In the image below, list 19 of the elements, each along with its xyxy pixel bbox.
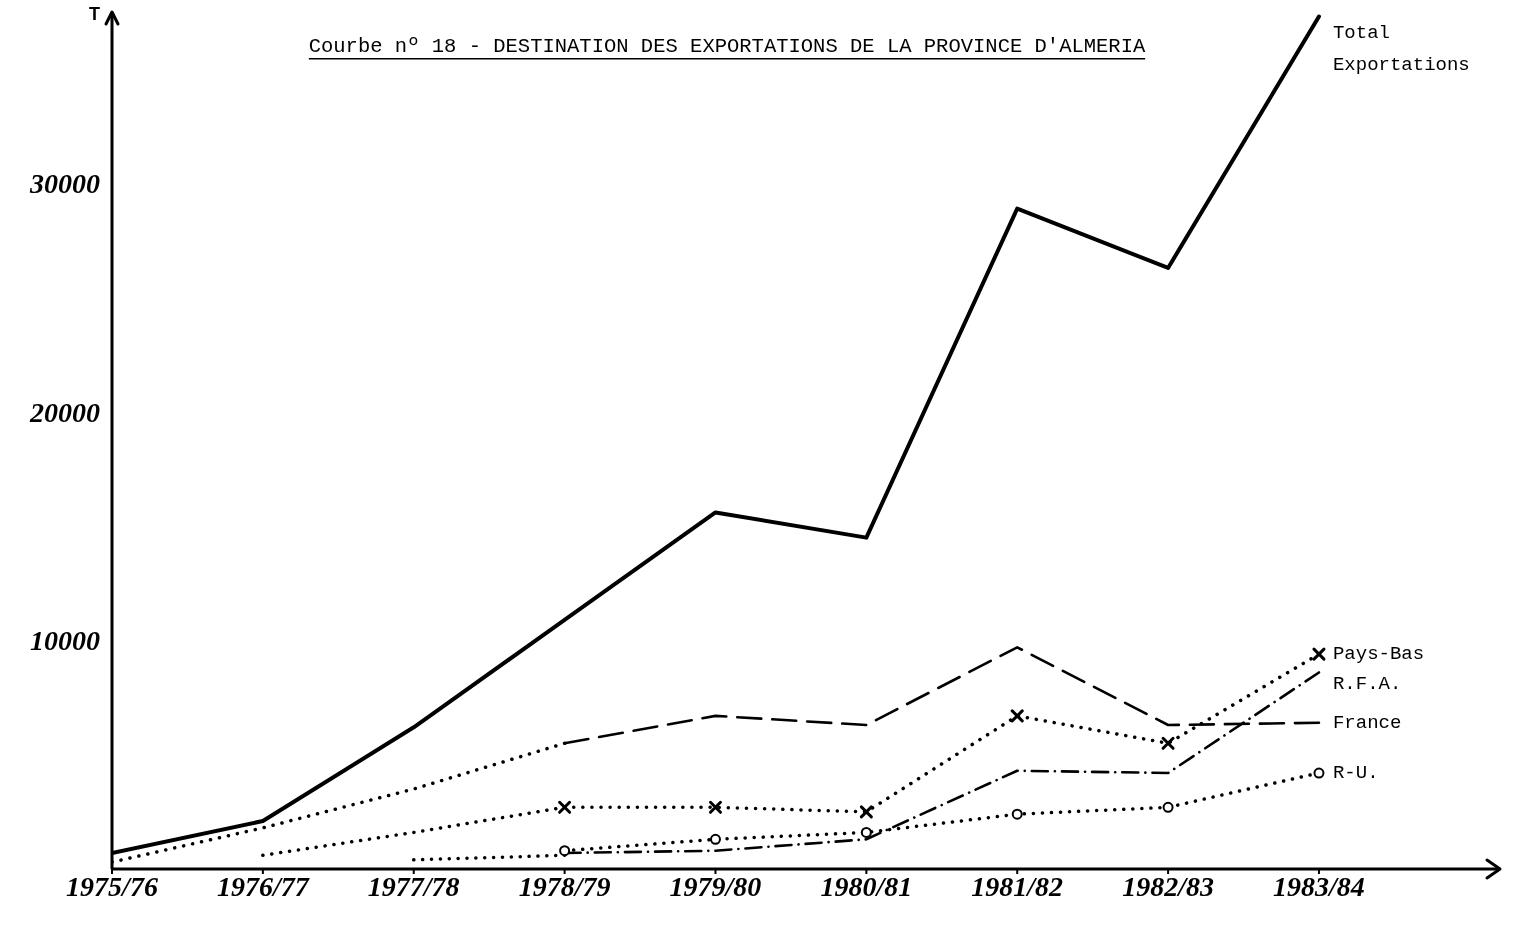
x-tick-label: 1976/77 [216,870,310,902]
x-tick-label: 1982/83 [1122,870,1214,902]
x-tick-label: 1977/78 [367,870,460,902]
x-tick-label: 1983/84 [1273,870,1365,902]
x-tick-label: 1978/79 [518,870,611,902]
y-tick-label: 20000 [29,396,100,428]
y-tick-label: 30000 [29,168,100,200]
x-tick-label: 1981/82 [971,870,1064,902]
series-label: R.F.A. [1332,673,1402,696]
text: Courbe nº 18 - DESTINATION DES EXPORTATIONS DE LA PROVINCE D'ALMERIA [308,35,1146,58]
series-label: Total Exportations [1332,21,1470,76]
y-tick-label: 10000 [30,625,100,657]
x-tick-label: 1975/76 [66,870,158,902]
series-label: France [1332,711,1402,734]
series-label: R-U. [1332,762,1379,785]
x-tick-label: 1979/80 [669,870,762,902]
series-label: Pays-Bas [1332,643,1425,666]
y-axis-title: T [89,4,100,24]
x-tick-label: 1980/81 [820,870,913,902]
